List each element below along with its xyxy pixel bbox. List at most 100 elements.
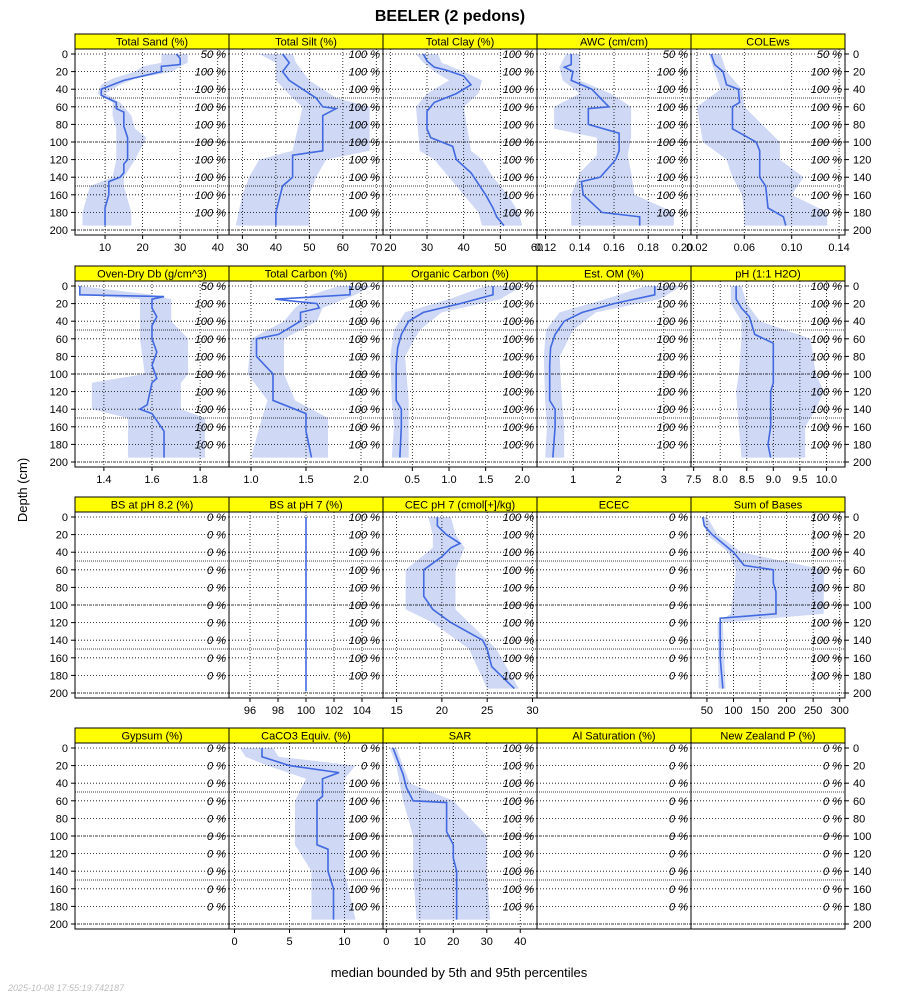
x-tick-label: 8.0 <box>713 474 728 486</box>
pct-label: 100 % <box>503 582 534 594</box>
y-tick-label: 0 <box>853 743 859 755</box>
pct-label: 0 % <box>669 796 688 808</box>
median-line <box>395 286 494 458</box>
percentile-band <box>416 54 523 226</box>
y-tick-label: 100 <box>50 369 68 381</box>
percentile-band <box>701 517 824 689</box>
panel-strip-label: Oven-Dry Db (g/cm^3) <box>97 269 207 281</box>
y-tick-label: 40 <box>56 84 68 96</box>
x-tick-label: 9.0 <box>766 474 781 486</box>
median-line <box>701 516 777 689</box>
panel-19: Al Saturation (%) 0 % 0 % 0 % 0 % 0 % 0 % 0 % 0 … <box>536 727 692 930</box>
pct-label: 100 % <box>503 849 534 861</box>
pct-label: 100 % <box>195 172 226 184</box>
x-tick-label: 200 <box>777 705 795 717</box>
percentile-band <box>79 286 205 458</box>
x-tick-label: 30 <box>174 242 186 254</box>
pct-label: 100 % <box>811 387 842 399</box>
x-tick-label: 104 <box>353 705 371 717</box>
pct-label: 0 % <box>669 600 688 612</box>
y-tick-label: 160 <box>50 653 68 665</box>
panel-7: Total Carbon (%)100 %100 %100 %100 %100 … <box>228 265 384 486</box>
panel-3: Total Clay (%) 100 % 100 % 100 % 100 % 100 % 1… <box>382 33 543 254</box>
panel-1: Total Sand (%) 50 % 100 % 100 % 100 % 100 % 10… <box>50 33 230 254</box>
pct-label: 100 % <box>195 67 226 79</box>
pct-label: 100 % <box>811 316 842 328</box>
pct-label: 100 % <box>349 796 380 808</box>
panel-strip-label: BS at pH 8.2 (%) <box>111 500 194 512</box>
pct-label: 100 % <box>195 334 226 346</box>
x-tick-label: 250 <box>804 705 822 717</box>
pct-label: 0 % <box>207 512 226 524</box>
pct-label: 100 % <box>503 334 534 346</box>
y-tick-label: 20 <box>853 67 865 79</box>
panel-strip-label: Total Sand (%) <box>116 37 188 49</box>
percentile-band <box>390 286 523 458</box>
pct-label: 100 % <box>349 67 380 79</box>
median-line <box>562 54 641 226</box>
pct-label: 0 % <box>361 743 380 755</box>
pct-label: 100 % <box>811 635 842 647</box>
pct-label: 0 % <box>669 866 688 878</box>
pct-label: 0 % <box>669 565 688 577</box>
pct-label: 0 % <box>669 761 688 773</box>
panel-12: BS at pH 7 (%) 100 % 100 % 100 % 100 % 100 % 1… <box>228 496 384 717</box>
x-tick-label: 1.4 <box>96 474 111 486</box>
pct-label: 100 % <box>349 190 380 202</box>
x-tick-label: 7.5 <box>686 474 701 486</box>
y-tick-label: 40 <box>853 84 865 96</box>
y-tick-label: 60 <box>853 565 865 577</box>
panel-strip-label: Organic Carbon (%) <box>411 269 509 281</box>
pct-label: 100 % <box>195 137 226 149</box>
pct-label: 100 % <box>349 512 380 524</box>
x-tick-label: 0.02 <box>686 242 707 254</box>
x-tick-label: 0.20 <box>672 242 693 254</box>
pct-label: 0 % <box>207 778 226 790</box>
x-tick-label: 0.06 <box>734 242 755 254</box>
percentile-band <box>247 286 372 458</box>
pct-label: 100 % <box>503 84 534 96</box>
pct-label: 0 % <box>207 743 226 755</box>
pct-label: 100 % <box>195 84 226 96</box>
pct-label: 0 % <box>207 849 226 861</box>
y-tick-label: 180 <box>50 670 68 682</box>
pct-label: 0 % <box>823 743 842 755</box>
pct-label: 100 % <box>503 316 534 328</box>
pct-label: 0 % <box>207 565 226 577</box>
pct-label: 0 % <box>823 884 842 896</box>
y-tick-label: 140 <box>50 866 68 878</box>
x-tick-label: 100 <box>724 705 742 717</box>
x-tick-label: 3 <box>661 474 667 486</box>
y-tick-label: 80 <box>853 582 865 594</box>
pct-label: 100 % <box>195 119 226 131</box>
pct-label: 100 % <box>503 778 534 790</box>
pct-label: 100 % <box>657 67 688 79</box>
y-tick-label: 160 <box>853 422 871 434</box>
pct-label: 100 % <box>503 299 534 311</box>
pct-label: 100 % <box>349 565 380 577</box>
y-tick-label: 80 <box>853 813 865 825</box>
pct-label: 100 % <box>349 635 380 647</box>
pct-label: 0 % <box>823 831 842 843</box>
y-tick-label: 200 <box>853 457 871 469</box>
panel-strip-label: Total Carbon (%) <box>265 269 348 281</box>
pct-label: 0 % <box>207 618 226 630</box>
y-tick-label: 100 <box>853 600 871 612</box>
panel-17: CaCO3 Equiv. (%)0 %0 %100 %100 %100 %100… <box>228 727 384 948</box>
pct-label: 100 % <box>811 137 842 149</box>
pct-label: 100 % <box>503 137 534 149</box>
panel-grid: Total Sand (%)50 %100 %100 %100 %100 %10… <box>50 33 871 948</box>
y-tick-label: 120 <box>50 387 68 399</box>
x-tick-label: 40 <box>212 242 224 254</box>
y-tick-label: 200 <box>853 688 871 700</box>
y-tick-label: 120 <box>853 849 871 861</box>
pct-label: 100 % <box>195 404 226 416</box>
x-tick-label: 0.5 <box>405 474 420 486</box>
percentile-band <box>240 748 356 920</box>
pct-label: 100 % <box>349 137 380 149</box>
pct-label: 100 % <box>349 670 380 682</box>
pct-label: 100 % <box>503 102 534 114</box>
pct-label: 100 % <box>503 404 534 416</box>
pct-label: 100 % <box>657 84 688 96</box>
pct-label: 100 % <box>657 137 688 149</box>
